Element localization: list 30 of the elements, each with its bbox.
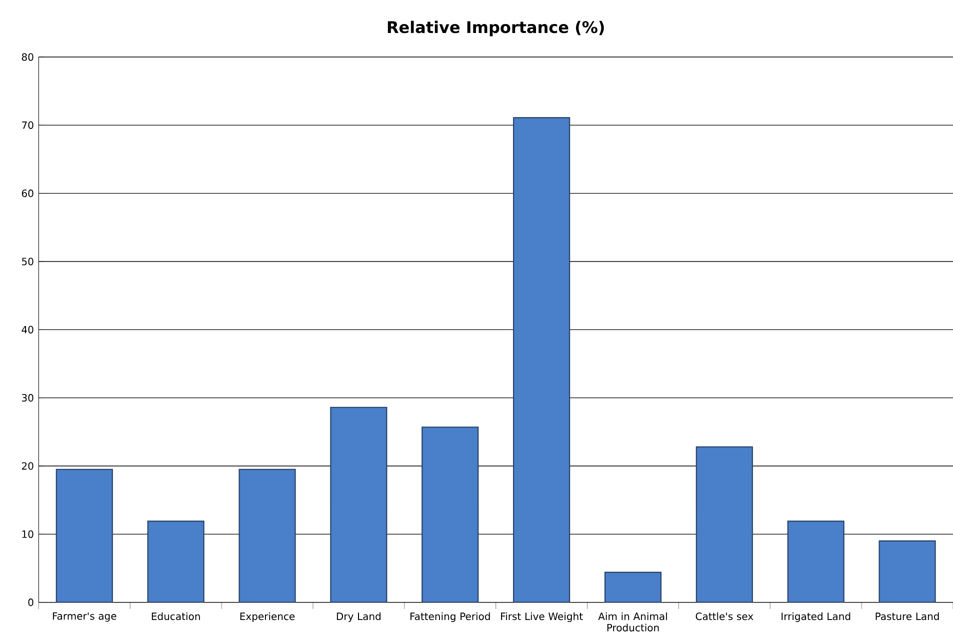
- y-tick-label: 30: [22, 394, 34, 402]
- x-tick-label: Cattle's sex: [696, 612, 754, 620]
- x-tick-label: Pasture Land: [876, 612, 939, 620]
- y-tick-label: 10: [22, 530, 34, 538]
- bar: [513, 117, 570, 602]
- x-tick-label: Experience: [240, 612, 295, 622]
- bar: [147, 520, 204, 602]
- bar: [878, 540, 936, 602]
- x-tick-label: Irrigated Land: [782, 612, 850, 622]
- x-tick-label: First Live Weight: [501, 612, 583, 622]
- x-tick-label: Dry Land: [336, 612, 380, 622]
- bar: [787, 520, 844, 602]
- bar: [604, 572, 662, 602]
- bar: [56, 468, 113, 602]
- bar: [330, 406, 388, 602]
- bar: [696, 446, 753, 602]
- y-tick-label: 40: [22, 326, 34, 334]
- chart-title: Relative Importance (%): [388, 20, 604, 36]
- x-tick-label: Fattening Period: [410, 612, 490, 622]
- y-tick-label: 0: [28, 598, 34, 606]
- x-tick-label: Education: [152, 612, 200, 620]
- y-tick-label: 70: [22, 121, 34, 129]
- bar: [422, 426, 479, 602]
- y-tick-label: 20: [22, 462, 34, 470]
- y-tick-label: 60: [22, 190, 34, 198]
- y-tick-label: 50: [22, 258, 34, 266]
- bar: [238, 468, 296, 602]
- y-tick-label: 80: [22, 53, 34, 61]
- x-tick-label: Aim in Animal Production: [598, 612, 667, 632]
- x-tick-label: Farmer's age: [52, 612, 116, 622]
